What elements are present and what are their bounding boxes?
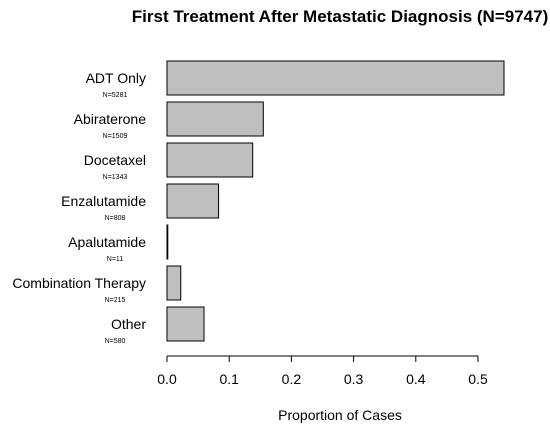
category-label: Other — [111, 316, 146, 332]
category-label: Enzalutamide — [61, 193, 146, 209]
count-label: N=1343 — [103, 174, 128, 181]
category-label: Combination Therapy — [12, 275, 146, 291]
count-label: N=1509 — [103, 133, 128, 140]
x-axis: 0.0 0.1 0.2 0.3 0.4 0.5 — [157, 355, 488, 387]
count-label: N=5281 — [103, 92, 128, 99]
chart-title: First Treatment After Metastatic Diagnos… — [132, 7, 548, 26]
x-tick-label: 0.2 — [282, 371, 302, 387]
category-label: Apalutamide — [68, 234, 146, 250]
count-label: N=215 — [105, 297, 126, 304]
x-tick-label: 0.4 — [406, 371, 426, 387]
bars-group — [166, 60, 505, 342]
bar-docetaxel — [166, 142, 254, 178]
category-labels-group: ADT Only N=5281 Abiraterone N=1509 Docetaxel… — [12, 70, 146, 345]
bar-abiraterone — [166, 101, 264, 137]
category-label: ADT Only — [86, 70, 146, 86]
bar-enzalutamide — [166, 183, 220, 219]
x-tick-label: 0.5 — [468, 371, 488, 387]
category-label: Docetaxel — [84, 152, 146, 168]
count-label: N=808 — [105, 215, 126, 222]
category-label: Abiraterone — [74, 111, 147, 127]
x-tick-label: 0.1 — [219, 371, 239, 387]
bar-apalutamide — [166, 224, 169, 260]
x-tick-label: 0.3 — [344, 371, 364, 387]
bar-other — [166, 306, 205, 342]
count-label: N=580 — [105, 338, 126, 345]
bar-adt-only — [166, 60, 505, 96]
x-axis-title: Proportion of Cases — [278, 407, 402, 423]
bar-combination-therapy — [166, 265, 182, 301]
x-tick-label: 0.0 — [157, 371, 177, 387]
count-label: N=11 — [107, 256, 124, 263]
